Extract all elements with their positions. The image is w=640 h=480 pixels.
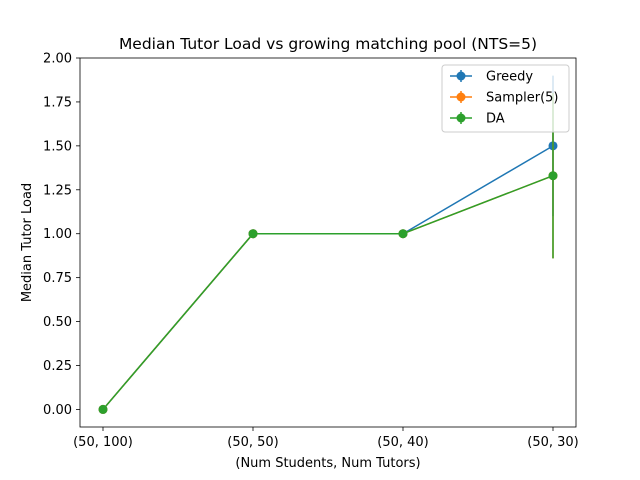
data-point: [548, 171, 558, 181]
series-line: [102, 175, 554, 410]
y-tick-label: 1.25: [43, 183, 72, 198]
x-tick-label: (50, 100): [73, 435, 133, 450]
plot-area: 0.00 0.25 0.50 0.75 1.00 1.25 1.50 1.75 2.00 (50,…: [43, 52, 579, 451]
y-axis-label: Median Tutor Load: [20, 183, 35, 302]
series-line: [102, 145, 554, 410]
chart-title: Median Tutor Load vs growing matching po…: [119, 35, 537, 53]
legend-label: DA: [486, 112, 505, 127]
legend-marker: [456, 113, 466, 123]
x-tick-label: (50, 40): [377, 435, 429, 450]
y-tick-label: 1.00: [43, 227, 72, 242]
y-tick-label: 0.50: [43, 315, 72, 330]
x-tick-label: (50, 30): [527, 435, 579, 450]
x-tick-label: (50, 50): [227, 435, 279, 450]
data-point: [398, 229, 408, 239]
x-axis-label: (Num Students, Num Tutors): [235, 456, 420, 471]
legend-box: [441, 64, 570, 133]
y-tick-label: 1.50: [43, 139, 72, 154]
legend-marker: [456, 71, 466, 81]
y-tick-label: 1.75: [43, 95, 72, 110]
legend-label: Sampler(5): [486, 91, 559, 106]
y-tick-label: 2.00: [43, 52, 72, 67]
legend-marker: [456, 92, 466, 102]
series-line: [102, 175, 554, 410]
axes-frame: [79, 57, 577, 428]
legend-label: Greedy: [486, 70, 533, 85]
y-tick-label: 0.75: [43, 271, 72, 286]
data-point: [98, 404, 108, 414]
y-tick-label: 0.00: [43, 403, 72, 418]
y-tick-label: 0.25: [43, 359, 72, 374]
data-point: [248, 229, 258, 239]
